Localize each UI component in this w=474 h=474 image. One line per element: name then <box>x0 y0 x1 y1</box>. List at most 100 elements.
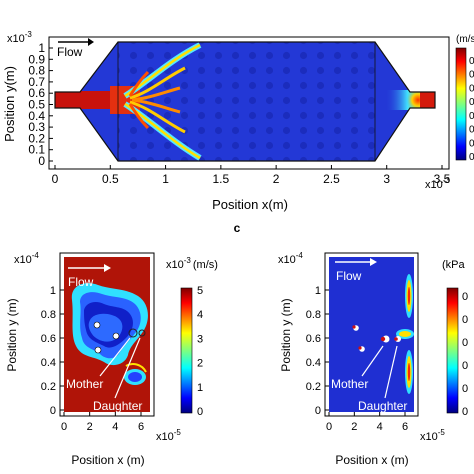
tick-label: 1 <box>197 382 203 394</box>
tick-label: 0.2 <box>41 381 56 393</box>
tick-label: 3 <box>197 333 203 345</box>
br-y-axis-label: Position y (m) <box>279 298 293 371</box>
tick-label: 0.4 <box>306 357 321 369</box>
bl-x-ticks: 0 2 4 6 <box>61 412 144 433</box>
tick-label: 0.6 <box>28 86 45 100</box>
bl-x-exponent: x10-5 <box>156 428 181 443</box>
tick-label: 0 <box>462 383 468 395</box>
tick-label: 0 <box>469 111 474 122</box>
tick-label: 0 <box>469 70 474 81</box>
tick-label: 6 <box>138 421 144 433</box>
tick-label: 0 <box>315 405 321 417</box>
br-flow-label: Flow <box>336 269 362 283</box>
tick-label: 0.4 <box>41 357 56 369</box>
br-y-ticks: 0 0.2 0.4 0.6 0.8 1 <box>306 285 329 417</box>
br-pressure-field <box>329 257 414 412</box>
bl-colorbar-ticks: 0 1 2 3 4 5 <box>197 285 203 418</box>
tick-label: 0 <box>50 405 56 417</box>
tick-label: 0.9 <box>28 52 45 66</box>
tick-label: 0.4 <box>28 109 45 123</box>
tick-label: 0 <box>326 421 332 433</box>
tick-label: 0.8 <box>306 309 321 321</box>
br-x-ticks: 0 2 4 6 <box>326 412 408 433</box>
tick-label: 0.5 <box>102 172 119 186</box>
tick-label: 0 <box>462 337 468 349</box>
bl-daughter-cell <box>138 329 146 337</box>
tick-label: 0.3 <box>28 120 45 134</box>
top-x-exponent: x10-3 <box>425 176 450 191</box>
bl-cell <box>112 332 120 340</box>
tick-label: 1 <box>315 285 321 297</box>
top-colorbar-ticks: 0 0 0 0 0 0 0 0 <box>469 56 474 163</box>
bl-mother-label: Mother <box>66 377 103 391</box>
bl-daughter-label: Daughter <box>93 399 142 413</box>
tick-label: 1 <box>38 41 45 55</box>
tick-label: 4 <box>112 421 118 433</box>
top-y-ticks: 00.10.20.30.40.50.60.70.80.91 <box>28 41 53 168</box>
tick-label: 0 <box>462 406 468 418</box>
tick-label: 1 <box>162 172 169 186</box>
bl-colorbar-label: x10-3 (m/s) <box>166 256 218 271</box>
panel-label-c: c <box>234 221 241 235</box>
top-velocity-panel: Flow 00.10.20.30.40.50.60.70.80.91 0 0.5 1… <box>2 30 474 212</box>
tick-label: 0 <box>52 172 59 186</box>
tick-label: 6 <box>402 421 408 433</box>
top-colorbar-unit: (m/s <box>456 34 474 45</box>
tick-label: 2 <box>273 172 280 186</box>
tick-label: 1.5 <box>213 172 230 186</box>
top-velocity-field <box>55 42 435 161</box>
br-colorbar <box>446 287 459 414</box>
tick-label: 0 <box>197 406 203 418</box>
tick-label: 0.8 <box>41 309 56 321</box>
tick-label: 0.6 <box>306 333 321 345</box>
bl-colorbar <box>180 287 193 414</box>
br-x-exponent: x10-5 <box>420 428 445 443</box>
br-colorbar-ticks: 0 0 0 0 0 0 <box>462 291 468 418</box>
tick-label: 0 <box>469 83 474 94</box>
tick-label: 0.2 <box>306 381 321 393</box>
br-mother-label: Mother <box>331 377 368 391</box>
br-colorbar-unit: (kPa <box>442 259 466 271</box>
bottom-left-velocity-panel: Flow Mother Daughter 0 0.2 0.4 0.6 0.8 1 0 2 4 6… <box>5 251 218 467</box>
br-daughter-arrow <box>384 345 398 399</box>
tick-label: 0 <box>61 421 67 433</box>
top-x-ticks: 0 0.5 1 1.5 2 2.5 3 3.5 <box>52 165 451 186</box>
bl-x-axis-label: Position x (m) <box>71 453 144 467</box>
tick-label: 0.5 <box>28 98 45 112</box>
tick-label: 0 <box>469 125 474 136</box>
tick-label: 0 <box>462 291 468 303</box>
bl-flow-label: Flow <box>68 275 94 289</box>
bottom-right-pressure-panel: Flow Mother Daughter 0 0.2 0.4 0.6 0.8 1 0 2 4 6… <box>278 251 468 467</box>
tick-label: 2 <box>87 421 93 433</box>
tick-label: 0 <box>38 154 45 168</box>
bl-cell <box>93 321 101 329</box>
tick-label: 2 <box>351 421 357 433</box>
tick-label: 3.5 <box>434 172 451 186</box>
tick-label: 0.7 <box>28 75 45 89</box>
tick-label: 0 <box>462 360 468 372</box>
br-x-axis-label: Position x (m) <box>335 453 408 467</box>
tick-label: 2 <box>197 358 203 370</box>
bl-mother-cell <box>128 328 138 338</box>
bl-velocity-field <box>64 257 150 412</box>
top-flow-label: Flow <box>57 45 83 59</box>
bl-y-exponent: x10-4 <box>14 251 39 266</box>
tick-label: 1 <box>50 285 56 297</box>
tick-label: 0 <box>462 314 468 326</box>
tick-label: 4 <box>377 421 383 433</box>
bl-y-axis-label: Position y (m) <box>5 298 19 371</box>
tick-label: 3 <box>383 172 390 186</box>
bl-daughter-arrow <box>114 337 141 399</box>
br-mother-arrow <box>361 345 384 377</box>
bl-cell <box>94 346 102 354</box>
tick-label: 0.6 <box>41 333 56 345</box>
tick-label: 0.2 <box>28 131 45 145</box>
tick-label: 2.5 <box>323 172 340 186</box>
top-y-exponent: x10-3 <box>7 30 32 45</box>
tick-label: 0 <box>469 56 474 67</box>
top-y-axis-label: Position y(m) <box>2 66 17 142</box>
top-x-axis-label: Position x(m) <box>212 197 288 212</box>
tick-label: 5 <box>197 285 203 297</box>
br-daughter-label: Daughter <box>358 399 407 413</box>
